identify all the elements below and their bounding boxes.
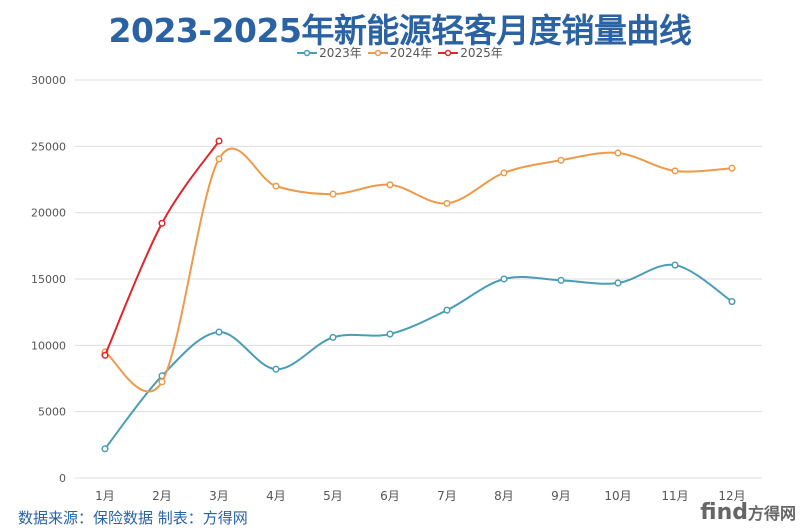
x-tick-label: 2月 — [152, 489, 172, 503]
series-line-2025年 — [104, 140, 220, 356]
y-tick-label: 25000 — [31, 140, 66, 153]
data-point — [101, 445, 109, 453]
data-point — [500, 169, 508, 177]
data-point — [215, 155, 223, 163]
data-point — [671, 167, 679, 175]
x-tick-label: 3月 — [209, 489, 229, 503]
x-tick-label: 1月 — [95, 489, 115, 503]
legend-label: 2023年 — [319, 46, 362, 60]
data-point — [158, 378, 166, 386]
series-line-2023年 — [104, 263, 733, 450]
x-tick-label: 4月 — [266, 489, 286, 503]
x-tick-label: 5月 — [323, 489, 343, 503]
data-point — [443, 306, 451, 314]
data-point — [443, 199, 451, 207]
legend-label: 2024年 — [389, 46, 433, 60]
data-point — [329, 333, 337, 341]
data-point — [386, 330, 394, 338]
data-point — [101, 351, 109, 359]
y-tick-label: 5000 — [38, 406, 66, 419]
data-point — [614, 149, 622, 157]
x-tick-label: 12月 — [718, 489, 745, 503]
x-tick-label: 10月 — [604, 489, 631, 503]
x-tick-label: 7月 — [437, 489, 457, 503]
data-point — [386, 181, 394, 189]
x-tick-label: 6月 — [380, 489, 400, 503]
data-point — [215, 137, 223, 145]
legend-label: 2025年 — [460, 46, 503, 60]
legend-marker-icon — [438, 49, 459, 56]
legend-marker-icon — [297, 49, 318, 56]
data-point — [728, 164, 736, 172]
watermark-cn: 方得网 — [747, 504, 796, 523]
series-line-2024年 — [104, 147, 733, 393]
data-point — [158, 219, 166, 227]
x-tick-label: 8月 — [494, 489, 514, 503]
x-tick-label: 9月 — [551, 489, 571, 503]
legend-item: 2025年 — [438, 44, 503, 61]
data-point — [614, 279, 622, 287]
legend-marker-icon — [367, 49, 388, 56]
y-tick-label: 15000 — [31, 273, 66, 286]
data-point — [500, 275, 508, 283]
legend-item: 2023年 — [297, 44, 362, 61]
watermark-brand: find — [700, 500, 748, 525]
data-point — [557, 276, 565, 284]
legend-item: 2024年 — [367, 44, 433, 61]
watermark-logo: find方得网 — [700, 500, 796, 525]
chart-title: 2023-2025年新能源轻客月度销量曲线 — [108, 11, 692, 50]
y-tick-label: 20000 — [31, 207, 66, 220]
data-point — [215, 328, 223, 336]
data-point — [272, 182, 280, 190]
y-tick-label: 30000 — [31, 74, 66, 87]
data-point — [557, 156, 565, 164]
data-point — [728, 298, 736, 306]
legend: 2023年 2024年 2025年 — [0, 44, 800, 61]
y-tick-label: 0 — [59, 472, 66, 485]
data-point — [329, 190, 337, 198]
x-tick-label: 11月 — [661, 489, 688, 503]
data-point — [671, 261, 679, 269]
data-source-note: 数据来源：保险数据 制表：方得网 — [18, 509, 248, 527]
data-point — [272, 365, 280, 373]
y-tick-label: 10000 — [31, 339, 66, 352]
